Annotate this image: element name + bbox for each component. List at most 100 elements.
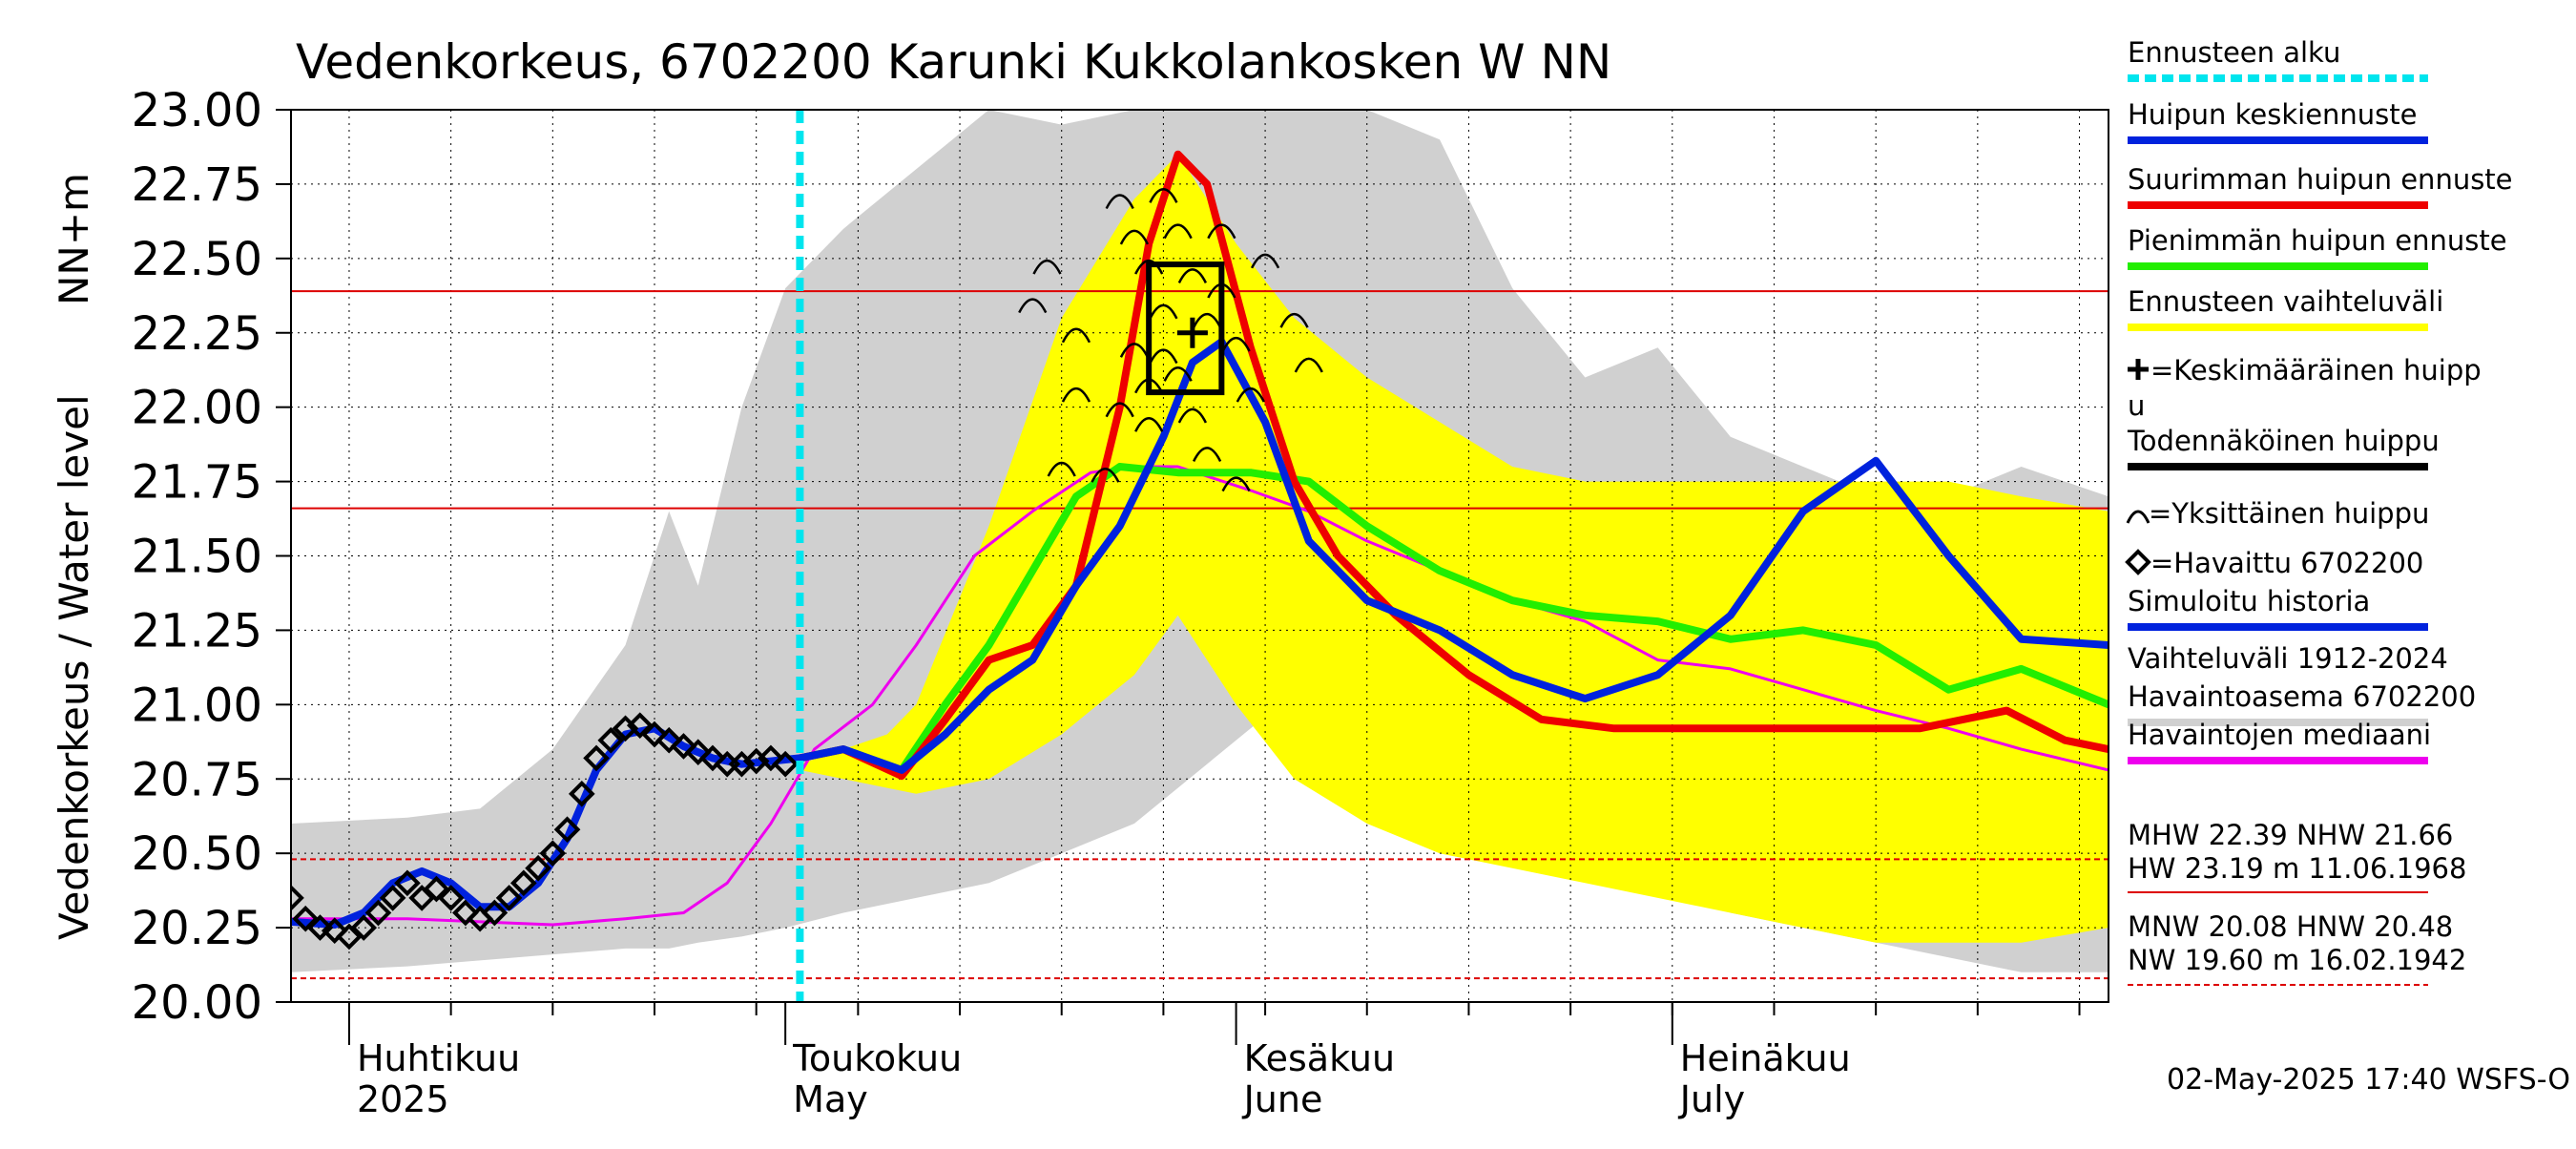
observed-point xyxy=(495,885,523,911)
individual-peak-arc xyxy=(1105,194,1134,210)
x-month-label-fi: Toukokuu xyxy=(792,1037,962,1079)
stats-nw: NW 19.60 m 16.02.1942 xyxy=(2128,944,2466,976)
legend-todenn-k-inen-huippu: Todennäköinen huippu xyxy=(2127,425,2440,457)
individual-peak-arc xyxy=(1119,229,1150,245)
individual-peak-arc xyxy=(1134,259,1164,275)
individual-peak-arc xyxy=(1047,461,1076,477)
series-line-simuloitu-historia xyxy=(291,724,804,929)
individual-peak-arc xyxy=(1105,402,1134,418)
individual-peak-arc xyxy=(1018,298,1048,314)
observed-point xyxy=(452,899,479,927)
y-tick-label: 20.00 xyxy=(132,976,262,1030)
observed-point xyxy=(626,712,654,739)
observed-point xyxy=(437,885,465,911)
individual-peak-arc xyxy=(1163,223,1193,240)
series-line-suurimman-huipun-ennuste xyxy=(796,150,2109,781)
individual-peak-arc xyxy=(1149,188,1178,203)
legend-vaihteluv-li-1912-2024: Vaihteluväli 1912-2024 xyxy=(2128,642,2448,675)
legend-vaihteluv-li-1912-2024-cont: Havaintoasema 6702200 xyxy=(2128,680,2476,713)
legend-suurimman-huipun-ennuste: Suurimman huipun ennuste xyxy=(2128,163,2513,196)
x-month-label-en: May xyxy=(793,1078,868,1120)
individual-peak-arc xyxy=(1134,417,1164,432)
x-month-label-en: 2025 xyxy=(357,1078,449,1120)
observed-point xyxy=(510,869,537,897)
observed-point xyxy=(292,905,320,932)
stats-mnw-hnw: MNW 20.08 HNW 20.48 xyxy=(2128,910,2453,943)
x-month-label-en: July xyxy=(1678,1078,1745,1120)
observed-point xyxy=(539,840,567,867)
individual-peak-arc xyxy=(1294,357,1323,373)
y-tick-label: 21.50 xyxy=(132,531,262,584)
legend-keskim-r-inen-huipp: =Keskimääräinen huipp xyxy=(2150,354,2482,386)
probable-peak-box xyxy=(1146,261,1225,396)
observed-point xyxy=(553,816,581,844)
series-line-pienimm-n-huipun-ennuste xyxy=(796,463,2109,774)
observed-point xyxy=(597,726,625,754)
timestamp: 02-May-2025 17:40 WSFS-O xyxy=(2167,1063,2570,1097)
individual-peak-arc xyxy=(1149,303,1178,320)
chart-title: Vedenkorkeus, 6702200 Karunki Kukkolanko… xyxy=(296,34,1611,90)
y-axis-label: Vedenkorkeus / Water level NN+m xyxy=(51,173,97,940)
stats-mhw-nhw: MHW 22.39 NHW 21.66 xyxy=(2128,819,2453,851)
legend-keskim-r-inen-huipp-cont: u xyxy=(2128,389,2145,422)
observed-point xyxy=(379,885,406,911)
observed-point xyxy=(641,721,668,748)
individual-peak-arc xyxy=(1061,386,1091,403)
plot-area: 20.00 20.25 20.50 20.75 21.00 21.25 21.50 21.75… xyxy=(132,84,2109,1120)
observed-point xyxy=(655,726,683,754)
y-tick-label: 20.50 xyxy=(132,827,262,881)
individual-peak-arc xyxy=(1177,407,1207,424)
individual-peak-arc xyxy=(1193,447,1222,462)
individual-peak-arc xyxy=(1250,253,1280,269)
x-month-label-fi: Kesäkuu xyxy=(1244,1037,1396,1079)
y-tick-label: 21.75 xyxy=(132,456,262,510)
individual-peak-arc xyxy=(1221,336,1251,352)
individual-peak-arc xyxy=(1177,268,1207,283)
individual-peak-arc xyxy=(1032,259,1062,275)
legend-havaittu-6702200: =Havaittu 6702200 xyxy=(2150,547,2423,579)
observed-point xyxy=(481,899,509,927)
y-tick-label: 21.00 xyxy=(132,679,262,732)
individual-peak-arc xyxy=(1279,312,1309,328)
individual-peak-arc xyxy=(1163,366,1193,382)
individual-peak-arc xyxy=(1236,386,1265,403)
legend-havaintojen-mediaani: Havaintojen mediaani xyxy=(2128,719,2431,751)
observed-point xyxy=(758,744,784,772)
x-month-label-en: June xyxy=(1242,1078,1323,1120)
observed-point xyxy=(306,914,334,941)
observed-point xyxy=(684,739,712,766)
individual-peak-arc xyxy=(1149,348,1178,365)
legend-yksitt-inen-huippu: =Yksittäinen huippu xyxy=(2149,497,2429,530)
y-axis-label-main: Vedenkorkeus / Water level xyxy=(51,394,97,940)
observed-point xyxy=(321,917,348,945)
individual-peak-arc xyxy=(1091,468,1120,483)
y-tick-label: 22.50 xyxy=(132,233,262,286)
individual-peak-arc xyxy=(1207,223,1236,240)
y-tick-label: 20.25 xyxy=(132,902,262,955)
series-line-huipun-keskiennuste xyxy=(796,338,2109,774)
legend-diamond-icon xyxy=(2125,549,2151,575)
x-month-label-fi: Heinäkuu xyxy=(1680,1037,1851,1079)
y-tick-label: 22.25 xyxy=(132,307,262,361)
legend-arc-icon xyxy=(2126,510,2150,524)
x-month-label-fi: Huhtikuu xyxy=(357,1037,520,1079)
observed-point xyxy=(568,781,595,807)
observed-point xyxy=(350,914,378,941)
observed-point xyxy=(394,869,421,897)
observed-point xyxy=(364,899,392,927)
y-axis-label-unit: NN+m xyxy=(51,173,97,305)
plot-clip-group xyxy=(291,110,2109,1002)
legend-ennusteen-vaihteluv-li: Ennusteen vaihteluväli xyxy=(2128,285,2443,318)
y-tick-label: 23.00 xyxy=(132,84,262,137)
observed-point xyxy=(772,750,799,778)
observed-point xyxy=(423,875,450,903)
individual-peak-arc xyxy=(1193,312,1222,328)
observed-point xyxy=(525,854,551,882)
stats-hw: HW 23.19 m 11.06.1968 xyxy=(2128,852,2466,885)
legend: Ennusteen alku Huipun keskiennuste Suurimm… xyxy=(2125,36,2513,986)
individual-peak-arc xyxy=(1061,327,1091,344)
legend-huipun-keskiennuste: Huipun keskiennuste xyxy=(2128,98,2418,131)
y-tick-label: 21.25 xyxy=(132,604,262,658)
